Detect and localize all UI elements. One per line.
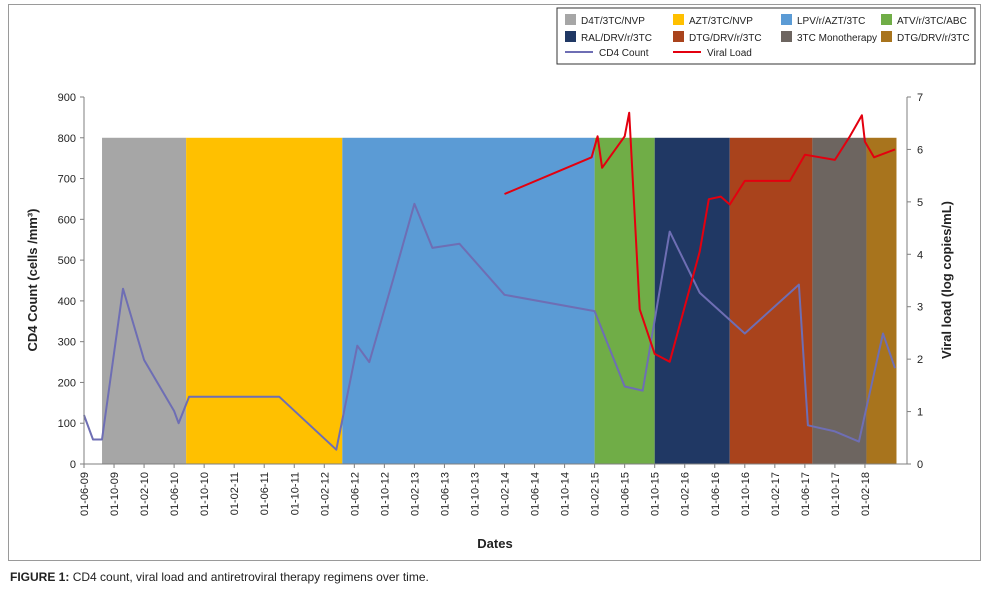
y-left-tick-label-7: 700: [58, 174, 76, 186]
x-tick-label-4: 01-10-10: [199, 472, 211, 516]
x-tick-label-1: 01-10-09: [109, 472, 121, 516]
legend-swatch-2: [781, 14, 792, 25]
x-tick-label-18: 01-06-15: [620, 472, 632, 516]
legend-label-6: 3TC Monotherapy: [797, 33, 877, 44]
regimen-band-1: [186, 137, 343, 464]
x-tick-label-8: 01-02-12: [319, 472, 331, 516]
x-tick-label-17: 01-02-15: [590, 472, 602, 516]
x-tick-label-21: 01-06-16: [710, 472, 722, 516]
y-right-tick-label-2: 2: [917, 354, 923, 366]
legend-swatch-7: [881, 31, 892, 42]
legend-swatch-5: [673, 31, 684, 42]
regimen-band-4: [654, 137, 730, 464]
x-tick-label-7: 01-10-11: [289, 472, 301, 515]
regimen-band-5: [729, 137, 813, 464]
legend-label-3: ATV/r/3TC/ABC: [897, 16, 967, 27]
x-tick-label-15: 01-06-14: [530, 472, 542, 516]
x-tick-label-16: 01-10-14: [560, 472, 572, 516]
legend-label-4: RAL/DRV/r/3TC: [581, 33, 652, 44]
x-tick-label-26: 01-02-18: [860, 472, 872, 516]
x-tick-label-0: 01-06-09: [79, 472, 91, 516]
y-right-tick-label-3: 3: [917, 302, 923, 314]
legend-label-7: DTG/DRV/r/3TC: [897, 33, 970, 44]
x-tick-label-5: 01-02-11: [229, 472, 241, 515]
legend-series-label-0: CD4 Count: [599, 48, 649, 59]
series-line-cd4-count: [83, 202, 896, 451]
regimen-band-7: [866, 137, 897, 464]
y-right-tick-label-0: 0: [917, 459, 923, 471]
y-left-tick-label-1: 100: [58, 418, 76, 430]
x-tick-label-3: 01-06-10: [169, 472, 181, 516]
regimen-band-3: [594, 137, 655, 464]
regimen-band-6: [812, 137, 867, 464]
figure-caption-label: FIGURE 1:: [10, 570, 70, 584]
x-tick-label-11: 01-02-13: [409, 472, 421, 516]
x-tick-label-6: 01-06-11: [259, 472, 271, 515]
x-tick-label-2: 01-02-10: [139, 472, 151, 516]
chart-frame: [8, 4, 981, 561]
legend-swatch-3: [881, 14, 892, 25]
y-left-tick-label-5: 500: [58, 255, 76, 267]
y-right-tick-label-5: 5: [917, 197, 923, 209]
x-tick-label-13: 01-10-13: [469, 472, 481, 516]
figure-caption-text: CD4 count, viral load and antiretroviral…: [72, 570, 429, 584]
legend-swatch-1: [673, 14, 684, 25]
x-tick-label-12: 01-06-13: [439, 472, 451, 516]
x-tick-label-22: 01-10-16: [740, 472, 752, 516]
y-axis-label-right: Viral load (log copies/mL): [939, 201, 954, 359]
regimen-bands: [102, 137, 897, 464]
x-tick-label-25: 01-10-17: [830, 472, 842, 516]
legend-swatch-0: [565, 14, 576, 25]
legend-label-5: DTG/DRV/r/3TC: [689, 33, 762, 44]
x-tick-label-23: 01-02-17: [770, 472, 782, 516]
series-lines: [83, 111, 896, 451]
legend-label-1: AZT/3TC/NVP: [689, 16, 753, 27]
regimen-band-0: [102, 137, 187, 464]
legend-label-0: D4T/3TC/NVP: [581, 16, 645, 27]
y-right-tick-label-1: 1: [917, 407, 923, 419]
y-right-tick-label-4: 4: [917, 249, 923, 261]
x-tick-label-10: 01-10-12: [379, 472, 391, 516]
series-line-viral-load: [504, 111, 896, 363]
y-left-tick-label-4: 400: [58, 296, 76, 308]
legend-label-2: LPV/r/AZT/3TC: [797, 16, 865, 27]
figure-caption: FIGURE 1: CD4 count, viral load and anti…: [10, 570, 429, 584]
y-axis-label-left: CD4 Count (cells /mm³): [25, 208, 40, 351]
y-left-tick-label-2: 200: [58, 377, 76, 389]
legend-swatch-4: [565, 31, 576, 42]
x-tick-label-14: 01-02-14: [500, 472, 512, 516]
y-left-tick-label-3: 300: [58, 337, 76, 349]
y-right-tick-label-6: 6: [917, 144, 923, 156]
y-left-tick-label-0: 0: [70, 459, 76, 471]
y-left-tick-label-8: 800: [58, 133, 76, 145]
legend-box: [556, 7, 976, 65]
chart: 0 100 200 300 400 500 600 700 800 900 0 1 2 3 4 5 6 7 01-0…: [25, 7, 976, 551]
legend: D4T/3TC/NVP AZT/3TC/NVP LPV/r/AZT/3TC ATV/r…: [556, 7, 976, 65]
x-tick-label-19: 01-10-15: [650, 472, 662, 516]
x-axis-label: Dates: [477, 536, 512, 551]
y-left-tick-label-6: 600: [58, 214, 76, 226]
y-right-tick-label-7: 7: [917, 92, 923, 104]
x-tick-label-9: 01-06-12: [349, 472, 361, 516]
regimen-band-2: [342, 137, 595, 464]
legend-swatch-6: [781, 31, 792, 42]
x-tick-label-20: 01-02-16: [680, 472, 692, 516]
legend-series-label-1: Viral Load: [707, 48, 752, 59]
y-left-tick-label-9: 900: [58, 92, 76, 104]
axes: 0 100 200 300 400 500 600 700 800 900 0 1 2 3 4 5 6 7 01-0…: [58, 92, 923, 516]
x-tick-label-24: 01-06-17: [800, 472, 812, 516]
